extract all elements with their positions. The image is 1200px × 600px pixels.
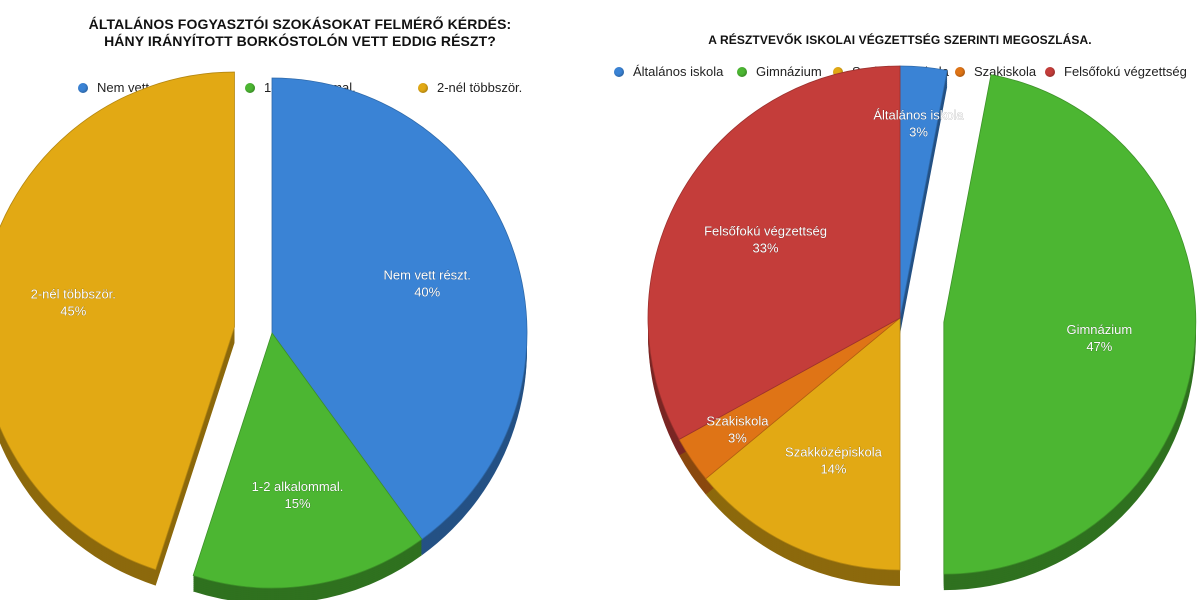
legend-item-2-nel-tobbszor[interactable]: 2-nél többször. <box>418 80 522 95</box>
chart-education: A RÉSZTVEVŐK ISKOLAI VÉGZETTSÉG SZERINTI… <box>600 0 1200 600</box>
legend-label: 2-nél többször. <box>437 80 523 95</box>
pie-slice-label-felsofoku-vegzettseg: Felsőfokú végzettség 33% <box>704 223 827 255</box>
legend-item-altalanos-iskola[interactable]: Általános iskola <box>614 64 723 79</box>
pie-slice-label-nem-vett-reszt: Nem vett részt. 40% <box>384 268 471 300</box>
pie-slice-altalanos-iskola[interactable] <box>899 65 948 319</box>
pie-slice-nem-vett-reszt[interactable] <box>271 77 528 540</box>
chart-wine-tasting: ÁLTALÁNOS FOGYASZTÓI SZOKÁSOKAT FELMÉRŐ … <box>0 16 600 600</box>
pie-slice-label-gimnazium: Gimnázium 47% <box>1066 322 1132 354</box>
legend-swatch <box>418 82 428 93</box>
legend-swatch <box>78 82 88 93</box>
legend-swatch <box>737 66 747 77</box>
pie-slice-1-2-alkalommal[interactable] <box>192 332 423 589</box>
pie-slice-label-altalanos-iskola: Általános iskola 3% <box>873 107 964 139</box>
pie-slice-szakkozepiskola[interactable] <box>705 317 901 571</box>
legend-label: Gimnázium <box>756 64 822 79</box>
pie-slice-label-2-nel-tobbszor: 2-nél többször. 45% <box>31 287 116 319</box>
pie-slice-2-nel-tobbszor[interactable] <box>0 71 235 571</box>
pie-slice-felsofoku-vegzettseg[interactable] <box>647 65 901 440</box>
chart-title-line-1: A RÉSZTVEVŐK ISKOLAI VÉGZETTSÉG SZERINTI… <box>708 33 1092 47</box>
legend-item-szakiskola[interactable]: Szakiskola <box>955 64 1036 79</box>
legend-label: Általános iskola <box>633 64 724 79</box>
legend-label: Felsőfokú végzettség <box>1064 64 1187 79</box>
legend-swatch <box>833 66 843 77</box>
legend-swatch <box>955 66 965 77</box>
pie-chart: Nem vett részt. 40% 1-2 alkalommal. 15% 2-né… <box>0 71 528 600</box>
pie-slice-gimnazium[interactable] <box>943 74 1197 575</box>
chart-title: ÁLTALÁNOS FOGYASZTÓI SZOKÁSOKAT FELMÉRŐ … <box>0 16 600 50</box>
chart-title: A RÉSZTVEVŐK ISKOLAI VÉGZETTSÉG SZERINTI… <box>600 32 1200 49</box>
pie-slice-label-szakkozepiskola: Szakközépiskola 14% <box>785 444 883 476</box>
legend-item-gimnazium[interactable]: Gimnázium <box>737 64 822 79</box>
legend-label: Szakiskola <box>974 64 1037 79</box>
pie-chart: Általános iskola 3% Gimnázium 47% Szakközépi… <box>647 65 1197 591</box>
pie-slice-label-szakiskola: Szakiskola 3% <box>706 413 769 445</box>
legend-item-felsofoku-vegzettseg[interactable]: Felsőfokú végzettség <box>1045 64 1187 79</box>
legend-swatch <box>614 66 624 77</box>
chart-title-line-1: ÁLTALÁNOS FOGYASZTÓI SZOKÁSOKAT FELMÉRŐ … <box>88 16 512 32</box>
chart-title-line-2: HÁNY IRÁNYÍTOTT BORKÓSTOLÓN VETT EDDIG R… <box>104 33 496 49</box>
legend-swatch <box>1045 66 1055 77</box>
legend-swatch <box>245 82 255 93</box>
pie-slice-label-1-2-alkalommal: 1-2 alkalommal. 15% <box>252 479 344 511</box>
